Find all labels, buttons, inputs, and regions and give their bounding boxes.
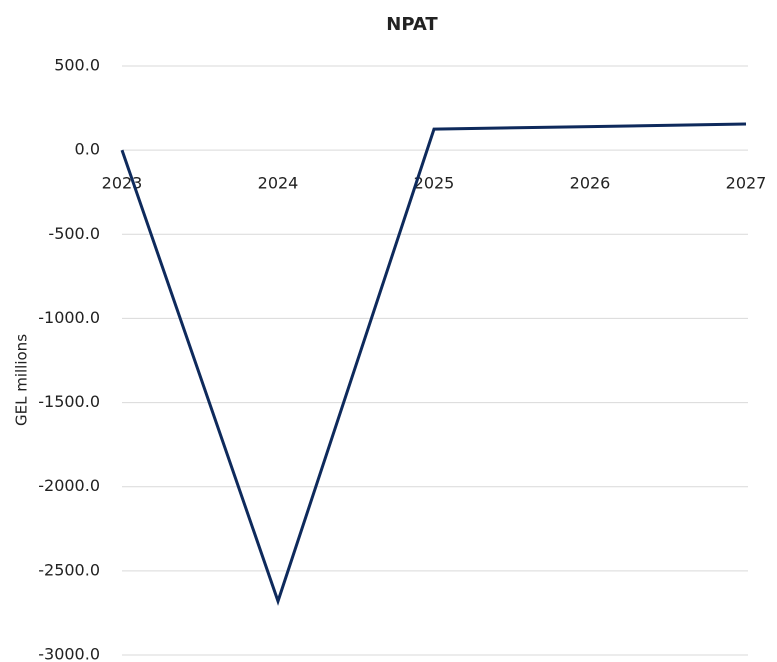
y-tick-label: 500.0 <box>54 56 100 75</box>
y-tick-label: -1500.0 <box>38 392 100 411</box>
x-tick-label: 2026 <box>570 174 611 193</box>
chart-title: NPAT <box>386 14 438 35</box>
y-tick-label: -500.0 <box>48 224 100 243</box>
x-tick-label: 2025 <box>414 174 455 193</box>
x-tick-label: 2027 <box>726 174 767 193</box>
y-axis-label: GEL millions <box>13 334 31 426</box>
y-tick-label: 0.0 <box>75 140 100 159</box>
line-series <box>120 122 747 606</box>
y-tick-label: -2000.0 <box>38 476 100 495</box>
x-tick-label: 2024 <box>258 174 299 193</box>
y-tick-label: -2500.0 <box>38 560 100 579</box>
y-tick-label: -3000.0 <box>38 645 100 662</box>
y-tick-label: -1000.0 <box>38 308 100 327</box>
